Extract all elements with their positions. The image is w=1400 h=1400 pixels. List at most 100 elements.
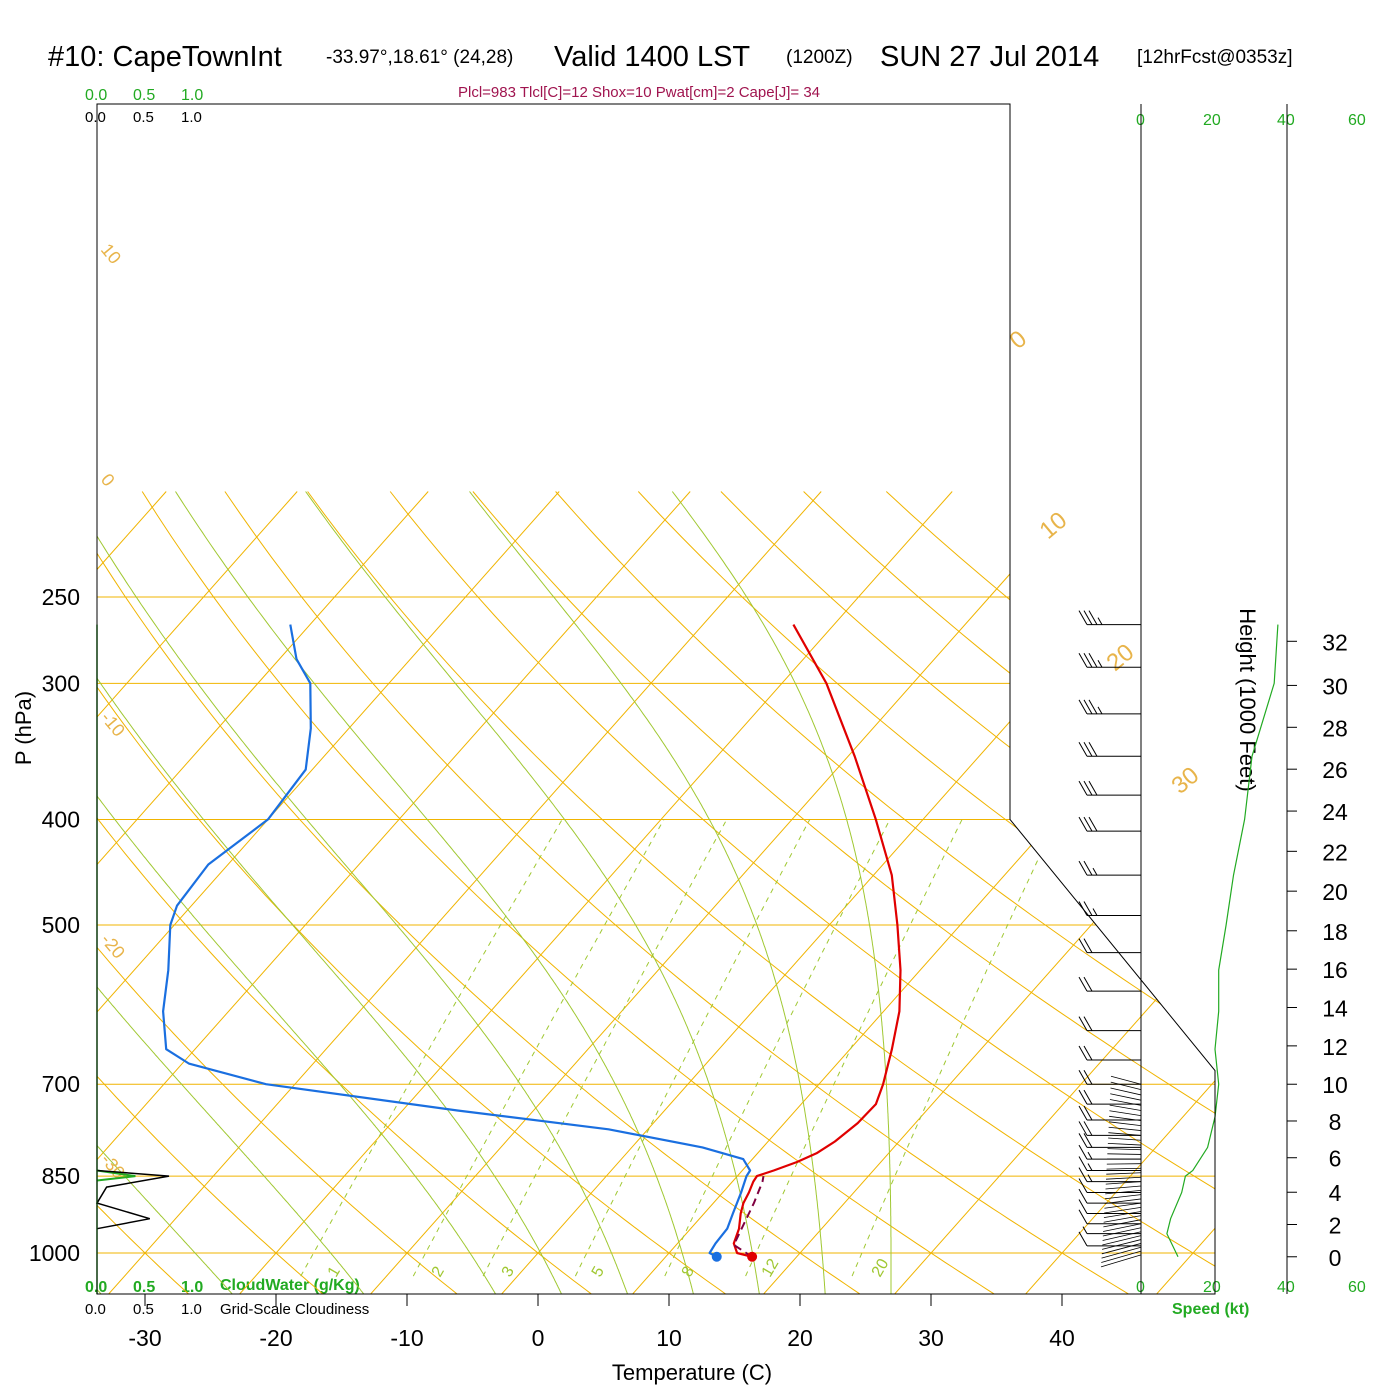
temperature-tick-label: -10	[390, 1325, 423, 1351]
wind-barb-flag	[1083, 1089, 1093, 1105]
wind-barb-low	[1108, 1121, 1142, 1127]
chart-title-date: SUN 27 Jul 2014	[880, 41, 1099, 73]
isotherm-label: 0	[97, 470, 119, 491]
wind-barb-low	[1109, 1110, 1142, 1117]
bottom-black-1: 0.5	[133, 1301, 154, 1318]
wind-barb-low	[1109, 1115, 1142, 1122]
wind-barb-flag	[1083, 816, 1093, 832]
chart-title-utc: (1200Z)	[786, 47, 853, 68]
wind-barb-half	[1087, 1151, 1093, 1160]
wind-barb-flag	[1083, 860, 1093, 876]
cloudwater-line	[96, 1169, 136, 1182]
height-tick-label: 8	[1329, 1109, 1342, 1135]
wind-barb-low	[1108, 1137, 1142, 1141]
wind-barb	[1078, 780, 1141, 796]
isotherm-label-right: 20	[1102, 639, 1140, 677]
wind-barb-flag	[1083, 1121, 1093, 1136]
top-green-0: 0.0	[85, 87, 107, 104]
temperature-tick-label: -30	[128, 1325, 161, 1351]
wind-barb-flag	[1078, 1178, 1088, 1193]
wind-barb	[1078, 1069, 1141, 1085]
isotherm-label: 10	[97, 240, 125, 268]
wind-barb-flag	[1078, 816, 1088, 832]
temperature-tick-label: 30	[918, 1325, 944, 1351]
speed-scale-bottom: 0 20 40 60 Speed (kt)	[1136, 1279, 1366, 1318]
wind-barb-flag	[1078, 699, 1088, 715]
pressure-tick-label: 250	[42, 584, 80, 610]
wind-barb-low	[1104, 1198, 1142, 1204]
chart-title-valid: Valid 1400 LST	[554, 41, 750, 73]
speed-label: Speed (kt)	[1172, 1301, 1249, 1318]
profile-group	[162, 624, 902, 1258]
pressure-tick-label: 850	[42, 1163, 80, 1189]
wind-barb-flag	[1078, 1089, 1088, 1105]
dry-adiabat-line	[389, 491, 1215, 1294]
chart-title-forecast: [12hrFcst@0353z]	[1137, 47, 1293, 68]
wind-barb-half	[1097, 706, 1103, 715]
bottom-black-2: 1.0	[181, 1301, 202, 1318]
isotherm-label-right: 0	[1005, 325, 1033, 354]
wind-barb-flag	[1078, 1156, 1088, 1171]
height-tick-label: 28	[1322, 715, 1348, 741]
mixing-ratio-line	[664, 819, 891, 1277]
wind-barb-flag	[1088, 780, 1098, 796]
wind-barb-flag	[1078, 1199, 1088, 1214]
wind-barb-low	[1106, 1167, 1142, 1170]
moist-adiabat-line	[97, 491, 564, 1294]
height-tick-label: 26	[1322, 757, 1348, 783]
speed-bottom-2: 40	[1277, 1279, 1295, 1296]
pressure-tick-label: 300	[42, 670, 80, 696]
speed-scale-top: 0 20 40 60	[1136, 112, 1366, 129]
top-black-2: 1.0	[181, 109, 202, 126]
top-black-1: 0.5	[133, 109, 154, 126]
mixing-ratio-line	[412, 819, 665, 1277]
moist-adiabat-line	[97, 491, 499, 1294]
isotherm-line	[0, 492, 35, 1299]
wind-barb-low	[1110, 1081, 1142, 1090]
wind-barb-low	[1101, 1250, 1142, 1263]
wind-barb-low	[1107, 1153, 1142, 1155]
wind-barb-flag	[1083, 780, 1093, 796]
moist-adiabat-line	[97, 491, 368, 1294]
cloudwater-label: CloudWater (g/Kg)	[220, 1277, 360, 1294]
bottom-green-scale: 0.0 0.5 1.0 CloudWater (g/Kg)	[85, 1277, 360, 1296]
isotherm-line	[628, 491, 1215, 1294]
wind-barb-low	[1103, 1219, 1142, 1228]
bottom-black-scale: 0.0 0.5 1.0 Grid-Scale Cloudiness	[85, 1301, 369, 1318]
isotherm-label-right: 30	[1167, 762, 1205, 800]
wind-barb-flag	[1078, 938, 1088, 953]
thermo-grid	[0, 491, 1215, 1299]
isotherm-line	[97, 491, 429, 1294]
dry-adiabat-line	[97, 491, 463, 1294]
wind-barb	[1078, 1121, 1141, 1136]
x-axis-label: Temperature (C)	[612, 1360, 772, 1385]
height-tick-label: 18	[1322, 919, 1348, 945]
moist-adiabat-line	[97, 491, 237, 1294]
wind-barb	[1078, 1188, 1141, 1204]
profiles-layer	[95, 624, 902, 1294]
wind-barb-low	[1104, 1206, 1142, 1214]
wind-barb-flag	[1078, 1133, 1088, 1148]
wind-barb-low	[1110, 1093, 1142, 1101]
temperature-tick-label: 10	[656, 1325, 682, 1351]
top-black-0: 0.0	[85, 109, 106, 126]
pressure-tick-label: 1000	[29, 1240, 80, 1266]
wind-barb	[1078, 1045, 1141, 1061]
wind-barb-flag	[1088, 699, 1098, 715]
wind-barb	[1078, 1209, 1141, 1225]
wind-barb-low	[1102, 1235, 1142, 1246]
dewpoint-line	[162, 624, 752, 1258]
height-tick-label: 20	[1322, 879, 1348, 905]
wind-barb	[1078, 816, 1141, 832]
isotherm-line	[97, 491, 691, 1294]
y-axis-label: P (hPa)	[11, 691, 36, 765]
pressure-tick-label: 700	[42, 1071, 80, 1097]
dry-adiabat-line	[141, 491, 1001, 1294]
wind-barb-flag	[1078, 1167, 1088, 1182]
wind-barb-low	[1101, 1239, 1142, 1250]
wind-barb	[1078, 1016, 1141, 1032]
height-tick-label: 30	[1322, 673, 1348, 699]
